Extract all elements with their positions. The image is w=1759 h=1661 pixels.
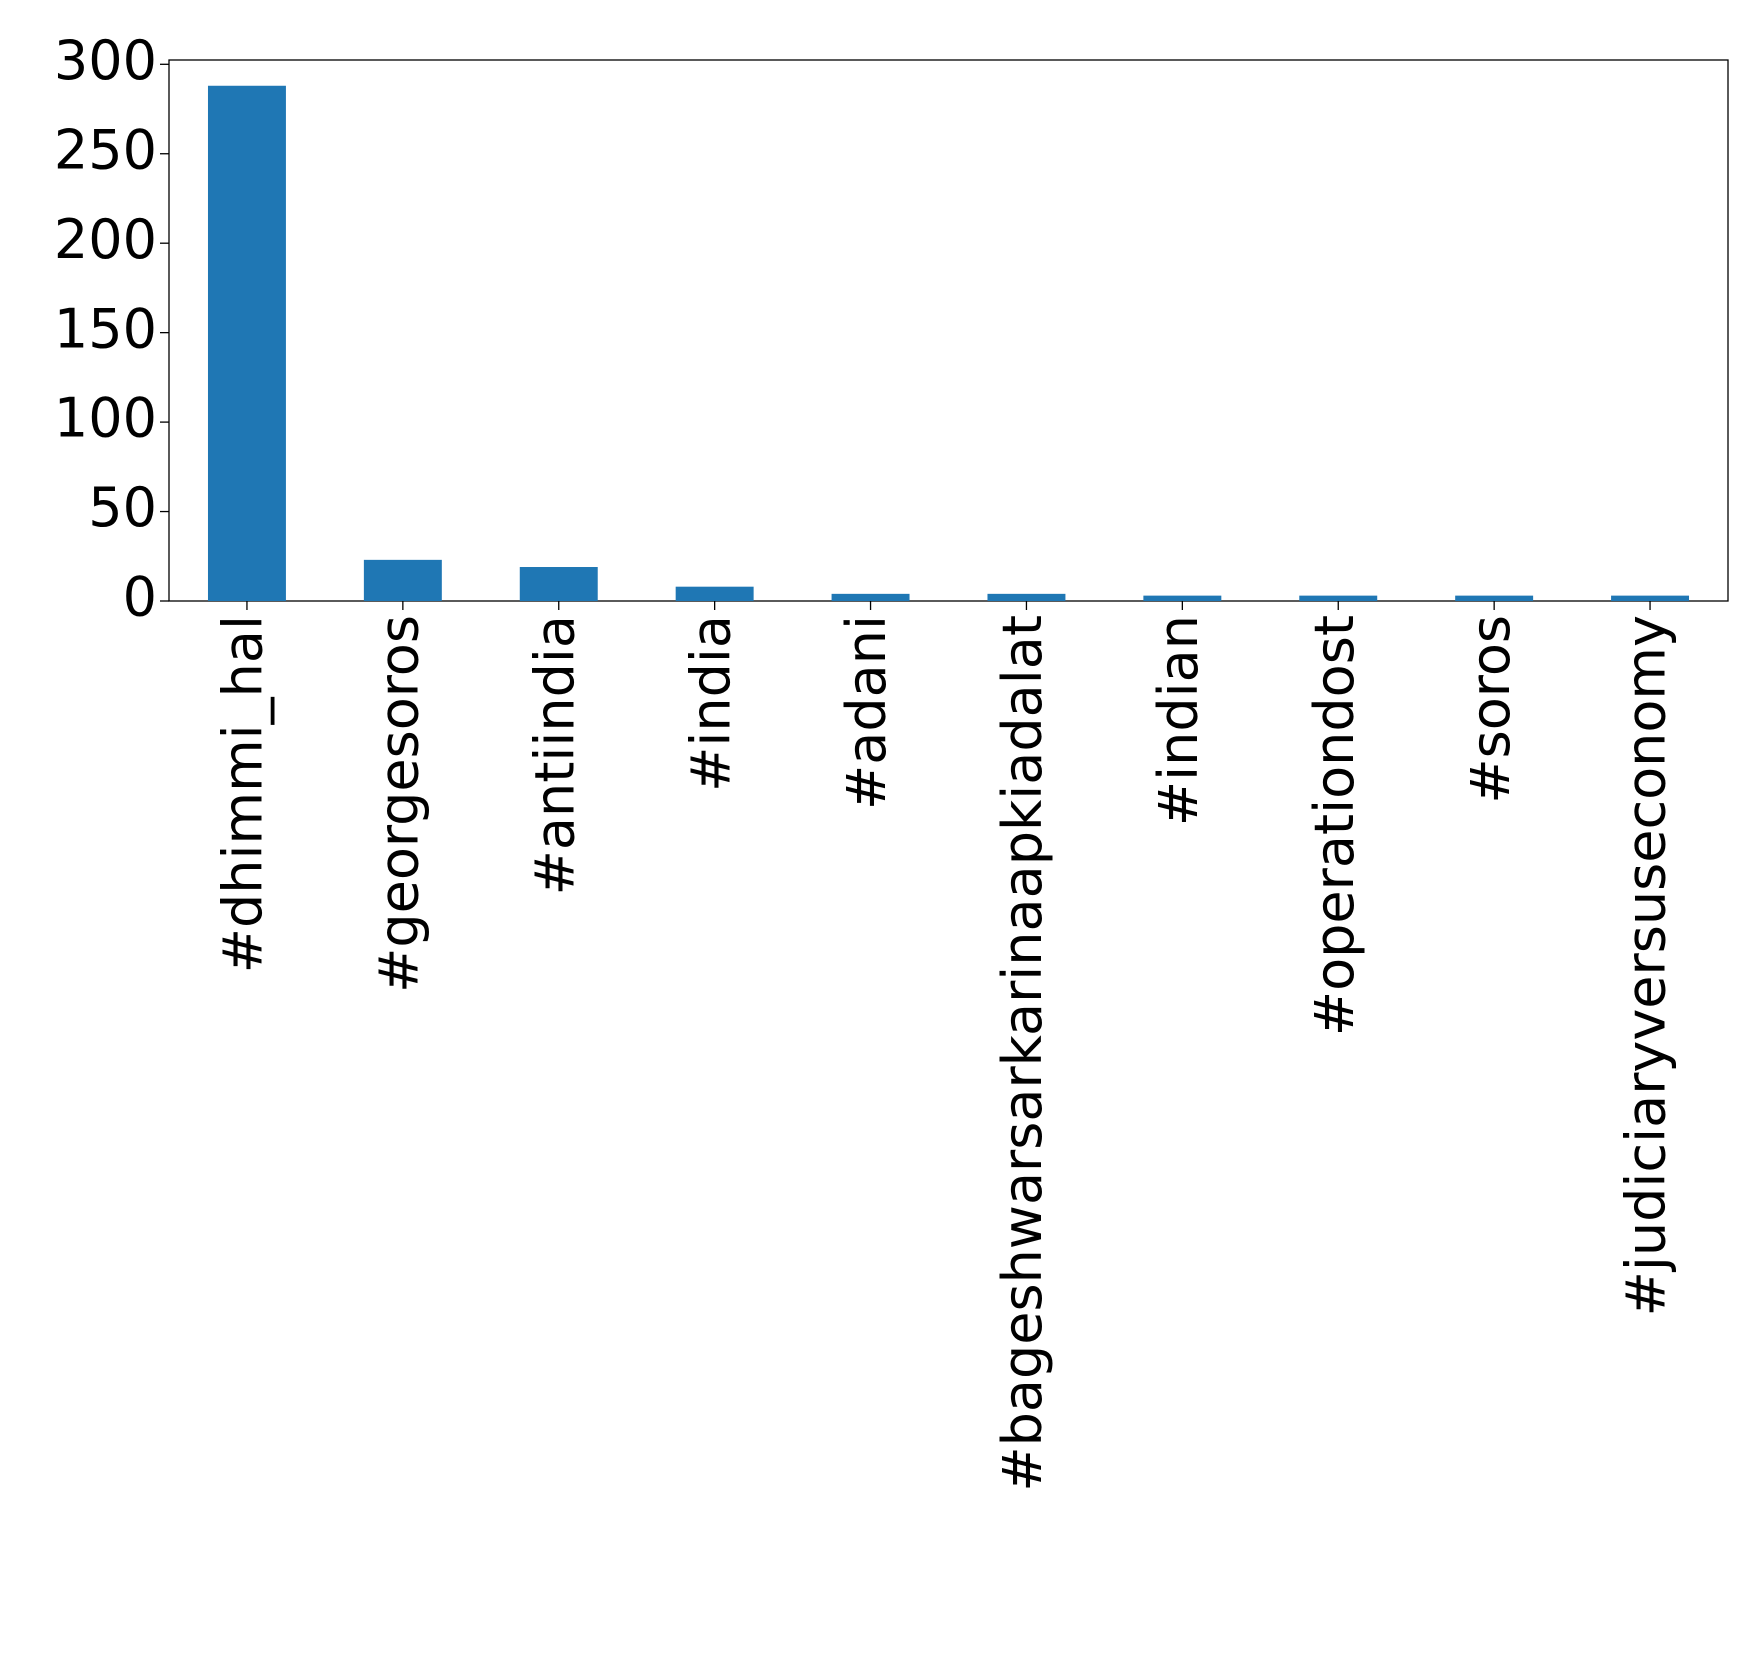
y-tick-label: 200 — [54, 208, 157, 271]
bar — [987, 593, 1066, 601]
y-tick-label: 150 — [54, 297, 157, 360]
plot-frame — [168, 59, 1729, 602]
bar — [675, 586, 754, 601]
bar — [1143, 595, 1222, 601]
bar — [519, 567, 598, 601]
y-tick-label: 250 — [54, 118, 157, 181]
bar — [1611, 595, 1690, 601]
bar — [831, 593, 910, 601]
x-tick-label: #bageshwarsarkarinaapkiadalat — [991, 615, 1054, 1492]
x-tick-label: #antiindia — [523, 615, 586, 895]
y-tick-label: 50 — [88, 476, 157, 539]
bar — [1299, 595, 1378, 601]
x-tick-label: #india — [679, 615, 742, 792]
x-tick-label: #indian — [1147, 615, 1210, 826]
bar — [207, 85, 286, 601]
x-tick-label: #georgesoros — [367, 615, 430, 993]
x-tick-label: #adani — [835, 615, 898, 810]
bar — [363, 559, 442, 601]
y-tick-label: 100 — [54, 387, 157, 450]
y-tick-label: 0 — [123, 566, 157, 629]
x-tick-label: #dhimmi_hal — [212, 615, 275, 973]
bar — [1455, 595, 1534, 601]
y-tick-label: 300 — [54, 29, 157, 92]
x-tick-label: #soros — [1459, 615, 1522, 804]
x-tick-label: #operationdost — [1303, 615, 1366, 1036]
x-tick-label: #judiciaryversuseconomy — [1615, 615, 1678, 1316]
